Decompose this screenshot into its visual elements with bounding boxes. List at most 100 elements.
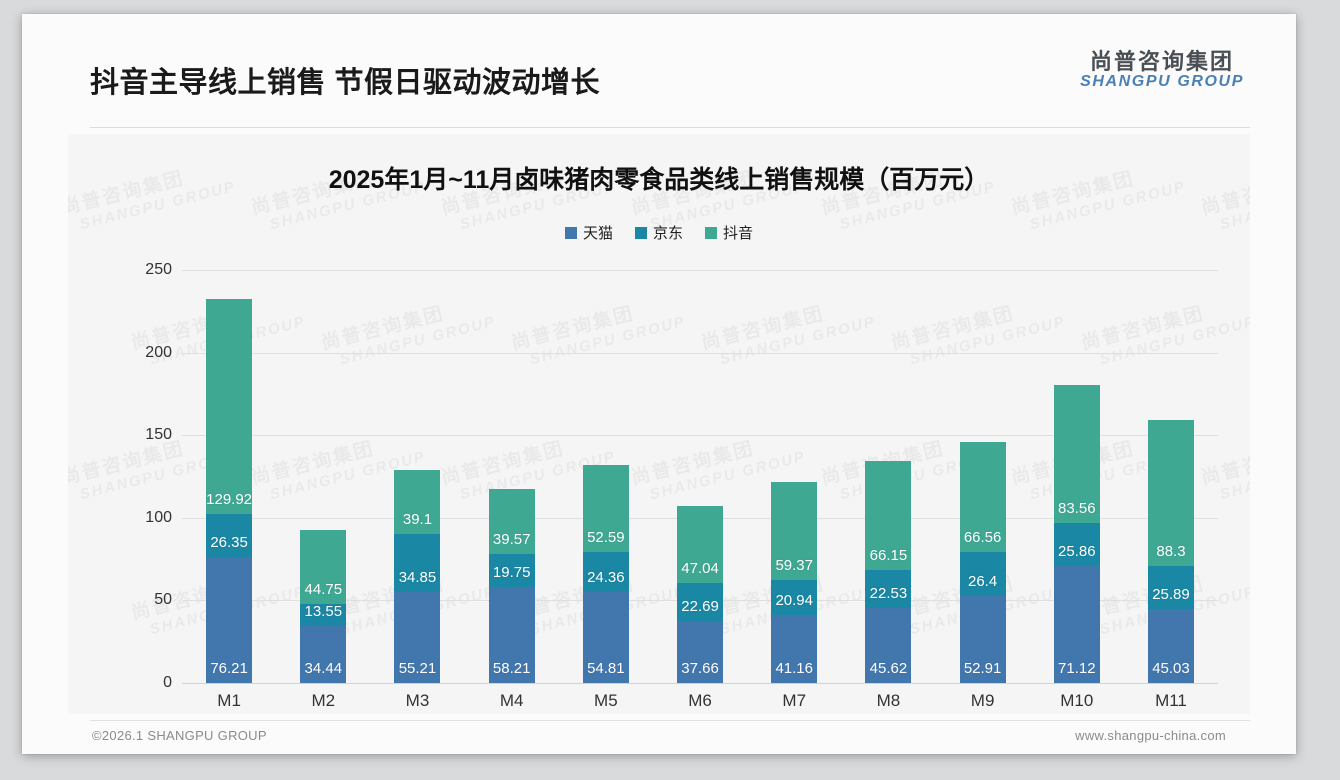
bar-value-label: 44.75 [304,580,343,598]
x-axis-tick-label: M7 [782,691,807,710]
legend-label: 天猫 [582,225,613,242]
bar-segment[interactable]: 19.75 [488,554,535,587]
bar-column[interactable]: 47.04 22.69 37.66 [653,270,747,683]
bar-segment[interactable]: 83.56 [1053,384,1100,523]
x-axis-tick-label: M10 [1060,691,1094,710]
y-axis-tick-label: 0 [163,674,172,691]
x-axis-tick-label: M4 [499,691,524,710]
bar-segment[interactable]: 66.56 [959,442,1006,552]
bar-segment[interactable]: 39.1 [394,469,441,535]
y-axis-tick-label: 100 [145,508,172,526]
bar-column[interactable]: 88.3 25.89 45.03 [1124,270,1218,683]
legend-item-1[interactable]: 京东 [634,222,683,243]
footer-website[interactable]: www.shangpu-china.com [1075,728,1226,743]
bar-segment[interactable]: 66.15 [865,461,912,571]
slide: 抖音主导线上销售 节假日驱动波动增长 尚普咨询集团 SHANGPU GROUP … [22,14,1296,754]
bar-segment[interactable]: 45.62 [865,607,912,683]
bar-segment[interactable]: 76.21 [206,557,253,683]
legend-swatch-icon [634,226,647,239]
bar-value-label: 19.75 [492,563,531,581]
bar-segment[interactable]: 44.75 [300,529,347,604]
bar-segment[interactable]: 55.21 [394,591,441,683]
bar-value-label: 88.3 [1156,542,1186,560]
bar-segment[interactable]: 34.44 [300,626,347,683]
bar-value-label: 45.03 [1152,660,1190,677]
stacked-bar[interactable]: 52.59 24.36 54.81 [582,465,629,683]
page-title: 抖音主导线上销售 节假日驱动波动增长 [90,67,601,99]
stacked-bar[interactable]: 83.56 25.86 71.12 [1053,384,1100,683]
x-axis-labels: M1 M2 M3 M4 M5 M6 M7 M8 M9 M10 M11 [182,691,1218,711]
bar-value-label: 66.15 [869,547,908,565]
bar-column[interactable]: 83.56 25.86 71.12 [1030,270,1124,683]
bar-segment[interactable]: 58.21 [488,586,535,683]
bar-value-label: 34.85 [398,568,437,586]
stacked-bar[interactable]: 39.1 34.85 55.21 [394,469,441,683]
bar-value-label: 34.44 [304,660,343,677]
bar-segment[interactable]: 52.91 [959,595,1006,683]
bar-segment[interactable]: 71.12 [1053,565,1100,683]
bar-column[interactable]: 39.1 34.85 55.21 [370,270,464,683]
bar-column[interactable]: 129.92 26.35 76.21 [182,270,276,683]
header-divider [90,127,1250,128]
legend-item-0[interactable]: 天猫 [564,222,613,243]
bar-column[interactable]: 59.37 20.94 41.16 [747,270,841,683]
bar-value-label: 45.62 [869,660,908,677]
bar-segment[interactable]: 22.69 [677,583,724,621]
legend-item-2[interactable]: 抖音 [705,222,753,243]
legend-label: 京东 [652,225,683,242]
bar-value-label: 37.66 [681,660,719,677]
stacked-bar[interactable]: 66.56 26.4 52.91 [959,442,1006,683]
gridline [182,270,1218,271]
bar-column[interactable]: 44.75 13.55 34.44 [276,270,370,683]
stacked-bar[interactable]: 39.57 19.75 58.21 [488,488,535,683]
bar-value-label: 52.59 [587,529,625,547]
bar-segment[interactable]: 37.66 [677,620,724,683]
bar-segment[interactable]: 39.57 [488,488,535,555]
bar-segment[interactable]: 41.16 [771,615,818,683]
bar-segment[interactable]: 20.94 [771,580,818,616]
bar-value-label: 71.12 [1058,660,1096,677]
x-axis-tick-label: M9 [970,691,995,710]
footer-divider [90,720,1250,721]
bar-segment[interactable]: 25.86 [1053,522,1100,566]
bar-value-label: 24.36 [587,569,625,587]
stacked-bar[interactable]: 47.04 22.69 37.66 [677,505,724,683]
x-axis-tick-label: M1 [217,691,241,710]
bar-value-label: 20.94 [775,592,813,610]
stacked-bar[interactable]: 88.3 25.89 45.03 [1147,420,1194,683]
chart-legend: 天猫 京东 抖音 [68,222,1250,243]
bar-segment[interactable]: 59.37 [771,482,818,581]
bar-segment[interactable]: 52.59 [582,465,629,553]
bar-column[interactable]: 39.57 19.75 58.21 [465,270,559,683]
bar-segment[interactable]: 88.3 [1147,420,1194,566]
bar-column[interactable]: 52.59 24.36 54.81 [559,270,653,683]
stacked-bar[interactable]: 59.37 20.94 41.16 [771,482,818,683]
bar-segment[interactable]: 45.03 [1147,608,1194,683]
bar-column[interactable]: 66.56 26.4 52.91 [936,270,1030,683]
chart-title: 2025年1月~11月卤味猪肉零食品类线上销售规模（百万元） [328,166,990,194]
bar-column[interactable]: 66.15 22.53 45.62 [841,270,935,683]
company-logo: 尚普咨询集团 SHANGPU GROUP [1080,50,1244,91]
bar-segment[interactable]: 129.92 [206,298,253,514]
bar-segment[interactable]: 13.55 [300,603,347,627]
slide-header: 抖音主导线上销售 节假日驱动波动增长 尚普咨询集团 SHANGPU GROUP [22,14,1296,120]
bar-segment[interactable]: 25.89 [1147,565,1194,609]
legend-swatch-icon [564,226,577,239]
stacked-bar[interactable]: 44.75 13.55 34.44 [300,529,347,683]
bar-segment[interactable]: 22.53 [865,570,912,608]
gridline [182,435,1218,437]
gridline [182,683,1218,684]
gridline [182,352,1218,354]
bar-segment[interactable]: 34.85 [394,534,441,592]
stacked-bar[interactable]: 66.15 22.53 45.62 [865,461,912,683]
bar-segment[interactable]: 26.35 [206,513,253,558]
bar-segment[interactable]: 26.4 [959,551,1006,596]
bar-segment[interactable]: 47.04 [677,505,724,584]
bar-segment[interactable]: 24.36 [582,552,629,593]
stacked-bar[interactable]: 129.92 26.35 76.21 [206,298,253,683]
x-axis-tick-label: M11 [1155,691,1187,710]
bar-value-label: 55.21 [398,660,437,677]
bar-segment[interactable]: 54.81 [582,592,629,683]
plot-area: 0 50 100 150 200 250 129.92 26.35 76.21 44.75 13.… [145,261,1218,691]
